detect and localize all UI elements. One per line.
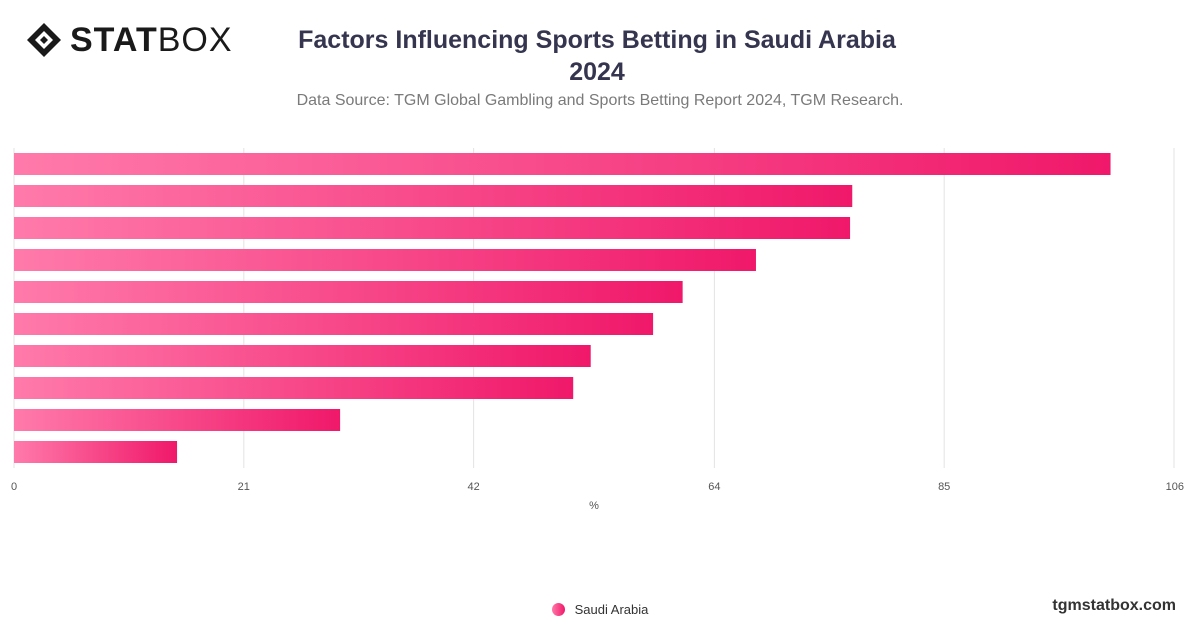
statbox-logo: STAT BOX (26, 22, 233, 58)
x-tick-label-5: 106 (1166, 481, 1184, 493)
x-tick-label-1: 21 (238, 481, 250, 493)
chart-legend[interactable]: Saudi Arabia (0, 602, 1200, 617)
site-watermark: tgmstatbox.com (1052, 597, 1176, 614)
logo-text-box: BOX (157, 21, 233, 59)
diamond-logo-icon (27, 23, 61, 57)
bar-10[interactable] (14, 441, 178, 463)
chart-title-line2: 2024 (569, 58, 625, 86)
bar-5[interactable] (14, 281, 683, 303)
legend-swatch (551, 603, 565, 616)
bar-3[interactable] (14, 217, 851, 239)
bar-2[interactable] (14, 185, 853, 207)
x-tick-label-2: 42 (467, 481, 479, 493)
logo-text-stat: STAT (70, 21, 158, 59)
bar-7[interactable] (14, 345, 591, 367)
x-tick-label-4: 85 (938, 481, 950, 493)
bar-1[interactable] (14, 153, 1111, 175)
bar-8[interactable] (14, 377, 574, 399)
x-axis-label: % (589, 500, 599, 512)
x-tick-label-3: 64 (708, 481, 720, 493)
chart-title: Factors Influencing Sports Betting in Sa… (200, 24, 994, 88)
bar-6[interactable] (14, 313, 654, 335)
chart-subtitle: Data Source: TGM Global Gambling and Spo… (296, 92, 904, 109)
chart-title-line1: Factors Influencing Sports Betting in Sa… (298, 26, 896, 54)
bar-9[interactable] (14, 409, 341, 431)
legend-label-saudi-arabia: Saudi Arabia (574, 602, 649, 617)
chart-bars (14, 153, 1111, 463)
chart-x-ticks: 0 21 42 64 85 106 (11, 481, 1184, 493)
x-tick-label-0: 0 (11, 481, 17, 493)
bar-4[interactable] (14, 249, 756, 271)
